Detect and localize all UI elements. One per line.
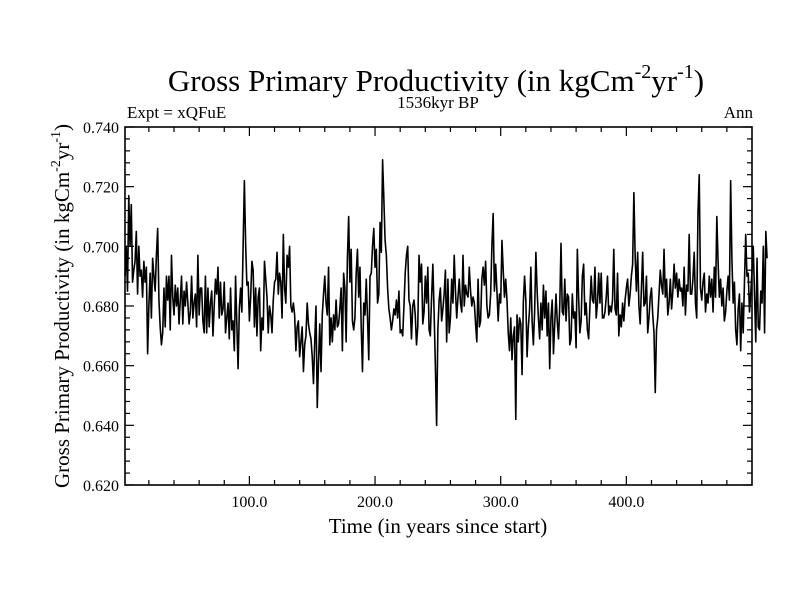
y-tick-label: 0.700: [83, 239, 119, 256]
chart-title: Gross Primary Productivity (in kgCm-2yr-…: [168, 61, 704, 98]
x-axis-ticks: 100.0 200.0 300.0 400.0: [148, 127, 728, 511]
y-tick-label: 0.640: [83, 418, 119, 435]
plot-frame: [124, 126, 753, 486]
period-label: 1536kyr BP: [397, 93, 479, 112]
gpp-series-line: [124, 159, 768, 427]
x-axis-title: Time (in years since start): [329, 514, 548, 538]
y-tick-label: 0.740: [83, 120, 119, 137]
season-label: Ann: [724, 103, 754, 122]
x-tick-label: 200.0: [357, 494, 393, 511]
x-tick-label: 300.0: [483, 494, 519, 511]
x-tick-label: 100.0: [231, 494, 267, 511]
y-tick-label: 0.720: [83, 180, 119, 197]
y-tick-label: 0.680: [83, 299, 119, 316]
experiment-label: Expt = xQFuE: [127, 103, 226, 122]
x-tick-label: 400.0: [608, 494, 644, 511]
y-axis-title: Gross Primary Productivity (in kgCm-2yr-…: [49, 124, 74, 488]
y-tick-label: 0.620: [83, 478, 119, 495]
y-axis-ticks: 0.620 0.640 0.660 0.680 0.700 0.720 0.740: [83, 120, 752, 495]
y-tick-label: 0.660: [83, 359, 119, 376]
